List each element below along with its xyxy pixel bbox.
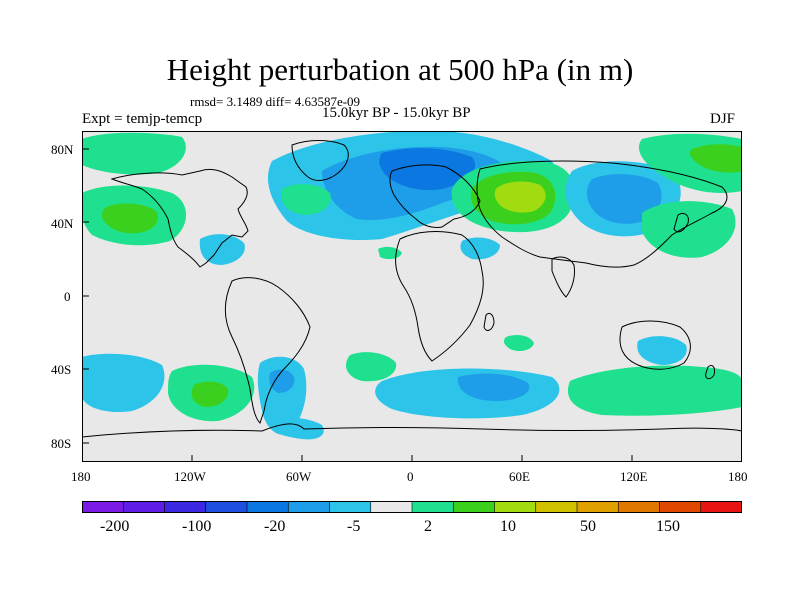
lon-label-120w: 120W (174, 469, 206, 485)
colorbar-label-neg20: -20 (264, 518, 285, 536)
colorbar-label-50: 50 (580, 518, 596, 536)
colorbar-label-150: 150 (656, 518, 680, 536)
lat-label-40s: 40S (51, 362, 71, 378)
colorbar-cell (577, 501, 619, 513)
lon-label-60w: 60W (286, 469, 311, 485)
lat-label-40n: 40N (51, 216, 73, 232)
colorbar-cell (412, 501, 454, 513)
colorbar (82, 501, 742, 513)
period-label: 15.0kyr BP - 15.0kyr BP (322, 105, 471, 122)
colorbar-cell (206, 501, 248, 513)
colorbar-cell (165, 501, 207, 513)
plot-title: Height perturbation at 500 hPa (in m) (0, 52, 800, 88)
lat-label-80s: 80S (51, 436, 71, 452)
colorbar-cell (123, 501, 165, 513)
colorbar-cell (660, 501, 702, 513)
colorbar-cell (247, 501, 289, 513)
experiment-label: Expt = temjp-temcp (82, 111, 202, 128)
colorbar-cell (288, 501, 330, 513)
lon-label-120e: 120E (620, 469, 647, 485)
lat-label-80n: 80N (51, 142, 73, 158)
colorbar-label-10: 10 (500, 518, 516, 536)
lon-label-180e: 180 (728, 469, 748, 485)
colorbar-label-neg5: -5 (347, 518, 360, 536)
colorbar-cell (495, 501, 537, 513)
colorbar-cell (330, 501, 372, 513)
colorbar-cell (371, 501, 413, 513)
lon-label-60e: 60E (509, 469, 530, 485)
map-panel (82, 131, 742, 462)
season-label: DJF (710, 111, 735, 128)
lon-label-180w: 180 (71, 469, 91, 485)
colorbar-cell (453, 501, 495, 513)
anomaly-alaska-green (82, 133, 186, 175)
colorbar-cell (536, 501, 578, 513)
colorbar-cell (82, 501, 124, 513)
colorbar-label-2: 2 (424, 518, 432, 536)
colorbar-label-neg200: -200 (100, 518, 129, 536)
colorbar-cell (618, 501, 660, 513)
colorbar-label-neg100: -100 (182, 518, 211, 536)
lat-label-0: 0 (64, 289, 71, 305)
lon-label-0: 0 (407, 469, 414, 485)
colorbar-cell (701, 501, 742, 513)
